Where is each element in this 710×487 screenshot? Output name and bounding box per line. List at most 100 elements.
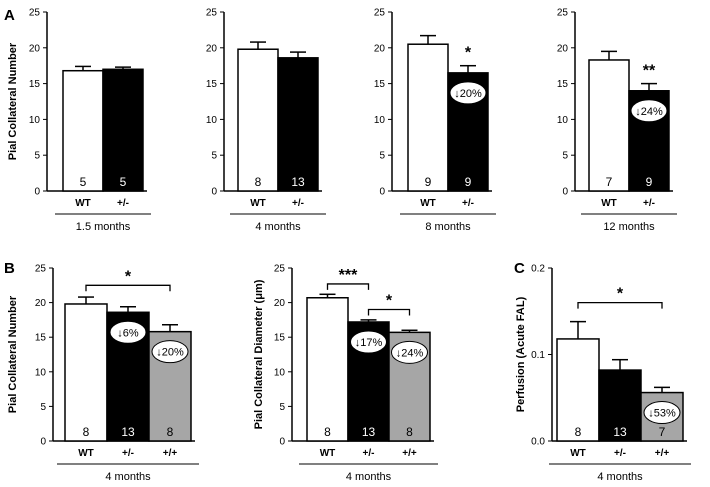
- y-tick-label: 15: [557, 79, 569, 90]
- sample-size-label: 7: [659, 425, 666, 439]
- percent-change-label: ↓20%: [454, 88, 482, 100]
- y-tick-label: 10: [374, 115, 386, 126]
- y-tick-label: 20: [557, 43, 569, 54]
- y-tick-label: 10: [274, 367, 286, 378]
- group-label: 8 months: [425, 221, 471, 233]
- y-tick-label: 5: [379, 151, 385, 162]
- y-tick-label: 10: [206, 115, 218, 126]
- percent-callout: [449, 81, 487, 105]
- group-label: 4 months: [105, 471, 151, 483]
- bar: [102, 68, 144, 192]
- y-tick-label: 0.2: [531, 264, 545, 275]
- sample-size-label: 13: [121, 425, 135, 439]
- y-tick-label: 25: [35, 264, 47, 275]
- significance-stars: *: [617, 286, 624, 303]
- panel-letter: C: [514, 260, 525, 277]
- sample-size-label: 8: [575, 425, 582, 439]
- x-category-label: +/-: [462, 198, 474, 209]
- sample-size-label: 13: [362, 425, 376, 439]
- x-category-label: WT: [78, 448, 94, 459]
- percent-change-label: ↓20%: [156, 347, 184, 359]
- sample-size-label: 5: [120, 175, 127, 189]
- x-category-label: +/-: [122, 448, 134, 459]
- significance-bracket: [367, 308, 411, 316]
- bar: [237, 48, 279, 192]
- y-tick-label: 25: [274, 264, 286, 275]
- y-axis-label: Pial Collateral Number: [7, 295, 19, 413]
- y-tick-label: 15: [274, 333, 286, 344]
- percent-change-label: ↓53%: [648, 408, 676, 420]
- sample-size-label: 13: [613, 425, 627, 439]
- x-category-label: WT: [420, 198, 436, 209]
- sample-size-label: 8: [255, 175, 262, 189]
- y-tick-label: 15: [206, 79, 218, 90]
- sample-size-label: 9: [465, 175, 472, 189]
- sample-size-label: 8: [406, 425, 413, 439]
- percent-change-label: ↓17%: [355, 337, 383, 349]
- y-tick-label: 0: [34, 187, 40, 198]
- bar: [306, 297, 349, 442]
- y-tick-label: 0: [562, 187, 568, 198]
- x-category-label: +/+: [402, 448, 417, 459]
- y-tick-label: 0: [40, 437, 46, 448]
- y-axis-label: Pial Collateral Number: [7, 42, 19, 160]
- significance-stars: ***: [339, 267, 358, 284]
- x-category-label: WT: [250, 198, 266, 209]
- percent-callout: [643, 401, 681, 425]
- sample-size-label: 8: [167, 425, 174, 439]
- percent-callout: [109, 320, 147, 344]
- percent-callout: [630, 99, 668, 123]
- y-tick-label: 5: [211, 151, 217, 162]
- y-tick-label: 15: [35, 333, 47, 344]
- y-tick-label: 0: [279, 437, 285, 448]
- sample-size-label: 8: [83, 425, 90, 439]
- y-tick-label: 0.1: [531, 350, 545, 361]
- sample-size-label: 5: [80, 175, 87, 189]
- significance-bracket: [85, 284, 171, 292]
- y-tick-label: 5: [40, 402, 46, 413]
- sample-size-label: 8: [324, 425, 331, 439]
- significance-bracket: [326, 283, 370, 290]
- significance-stars: **: [643, 63, 656, 80]
- y-tick-label: 5: [562, 151, 568, 162]
- percent-callout: [391, 340, 428, 364]
- sample-size-label: 9: [646, 175, 653, 189]
- significance-bracket: [577, 301, 663, 309]
- group-label: 12 months: [603, 221, 655, 233]
- y-tick-label: 20: [206, 43, 218, 54]
- y-tick-label: 0: [211, 187, 217, 198]
- x-category-label: WT: [601, 198, 617, 209]
- bar: [588, 59, 630, 192]
- percent-change-label: ↓6%: [117, 327, 139, 339]
- x-category-label: WT: [75, 198, 91, 209]
- significance-stars: *: [386, 293, 393, 310]
- panel-letter: B: [4, 260, 15, 277]
- y-tick-label: 25: [374, 8, 386, 19]
- group-label: 4 months: [597, 471, 643, 483]
- bar: [62, 69, 104, 192]
- y-tick-label: 20: [29, 43, 41, 54]
- bar: [277, 57, 319, 192]
- y-tick-label: 25: [29, 8, 41, 19]
- percent-change-label: ↓24%: [396, 347, 424, 359]
- y-tick-label: 5: [34, 151, 40, 162]
- y-tick-label: 20: [35, 298, 47, 309]
- percent-callout: [151, 340, 189, 364]
- y-tick-label: 10: [35, 367, 47, 378]
- x-category-label: WT: [320, 448, 336, 459]
- y-axis-label: Pial Collateral Diameter (μm): [253, 279, 265, 429]
- y-tick-label: 0: [379, 187, 385, 198]
- x-category-label: +/-: [614, 448, 626, 459]
- bar: [64, 303, 108, 442]
- y-tick-label: 10: [557, 115, 569, 126]
- x-category-label: +/-: [363, 448, 375, 459]
- y-tick-label: 20: [274, 298, 286, 309]
- y-tick-label: 10: [29, 115, 41, 126]
- panel-letter: A: [4, 7, 15, 24]
- y-tick-label: 0.0: [531, 437, 545, 448]
- x-category-label: WT: [570, 448, 586, 459]
- percent-callout: [350, 330, 387, 354]
- y-axis-label: Perfusion (Acute FAL): [515, 296, 527, 412]
- x-category-label: +/-: [643, 198, 655, 209]
